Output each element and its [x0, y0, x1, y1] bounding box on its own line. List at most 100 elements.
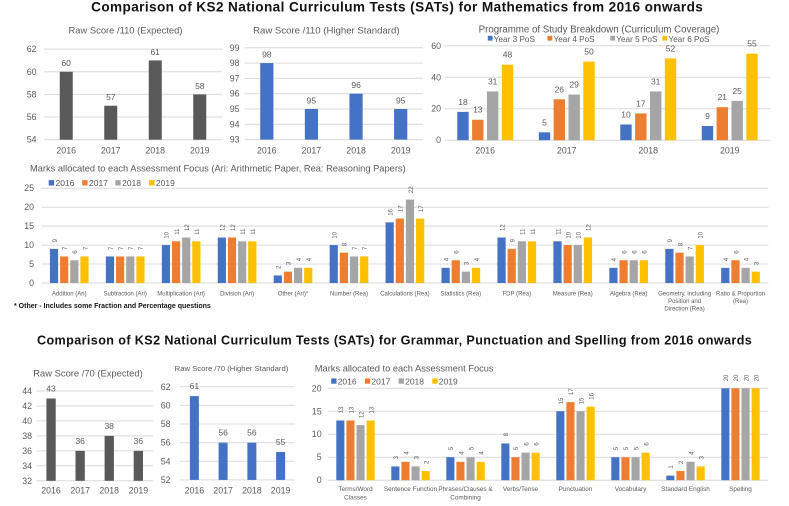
- svg-text:20: 20: [754, 374, 760, 381]
- svg-text:10: 10: [333, 231, 339, 238]
- svg-text:31: 31: [651, 76, 661, 86]
- svg-text:15: 15: [579, 397, 585, 404]
- svg-text:96: 96: [351, 80, 361, 90]
- svg-text:3: 3: [755, 261, 761, 265]
- svg-text:8: 8: [504, 432, 510, 436]
- svg-text:8: 8: [678, 242, 684, 246]
- svg-text:54: 54: [27, 135, 37, 145]
- svg-text:Other (Ari)*: Other (Ari)*: [278, 292, 309, 298]
- svg-text:11: 11: [195, 228, 201, 235]
- svg-text:5: 5: [514, 446, 520, 450]
- svg-text:4: 4: [404, 451, 410, 455]
- svg-text:2019: 2019: [271, 486, 291, 496]
- svg-text:Marks allocated to each Assess: Marks allocated to each Assessment Focus…: [30, 164, 406, 174]
- svg-text:10: 10: [165, 231, 171, 238]
- svg-text:Year 6 PoS: Year 6 PoS: [668, 35, 710, 44]
- svg-text:36: 36: [22, 446, 32, 456]
- svg-text:13: 13: [339, 406, 345, 413]
- svg-text:4: 4: [307, 257, 313, 261]
- svg-text:2017: 2017: [302, 146, 322, 156]
- svg-text:94: 94: [230, 119, 240, 129]
- svg-text:(Rea): (Rea): [733, 299, 748, 305]
- svg-text:Terms/Word: Terms/Word: [338, 486, 373, 493]
- svg-text:2017: 2017: [101, 146, 121, 156]
- svg-text:2017: 2017: [557, 146, 577, 156]
- svg-text:Spelling: Spelling: [729, 486, 752, 493]
- svg-text:11: 11: [251, 228, 257, 235]
- svg-text:2016: 2016: [56, 178, 75, 188]
- svg-text:17: 17: [636, 99, 646, 109]
- svg-text:9: 9: [53, 238, 59, 242]
- svg-text:17: 17: [399, 205, 405, 212]
- svg-text:60: 60: [27, 67, 37, 77]
- svg-text:Raw Score /110 (Expected): Raw Score /110 (Expected): [69, 25, 183, 36]
- svg-text:16: 16: [389, 208, 395, 215]
- svg-text:2016: 2016: [475, 146, 495, 156]
- svg-text:2016: 2016: [338, 376, 357, 386]
- svg-text:5: 5: [634, 446, 640, 450]
- svg-text:2017: 2017: [371, 376, 390, 386]
- svg-text:5: 5: [29, 259, 34, 269]
- svg-text:58: 58: [195, 81, 205, 91]
- svg-text:48: 48: [503, 50, 513, 60]
- svg-text:Classes: Classes: [344, 494, 367, 501]
- svg-text:13: 13: [473, 105, 483, 115]
- svg-text:Position and: Position and: [668, 299, 701, 305]
- svg-text:12: 12: [231, 224, 237, 231]
- svg-text:62: 62: [161, 382, 171, 392]
- svg-text:50: 50: [584, 47, 594, 57]
- svg-text:56: 56: [247, 428, 257, 438]
- svg-text:11: 11: [241, 228, 247, 235]
- svg-text:12: 12: [500, 224, 506, 231]
- svg-text:4: 4: [459, 451, 465, 455]
- svg-text:96: 96: [230, 89, 240, 99]
- svg-text:11: 11: [175, 228, 181, 235]
- svg-text:61: 61: [150, 47, 160, 57]
- svg-text:0: 0: [29, 278, 34, 288]
- svg-text:Phrases/Clauses &: Phrases/Clauses &: [438, 486, 493, 493]
- svg-text:62: 62: [27, 44, 37, 54]
- svg-text:17: 17: [569, 388, 575, 395]
- svg-text:Punctuation: Punctuation: [559, 486, 593, 493]
- svg-text:7: 7: [83, 246, 89, 250]
- svg-text:7: 7: [129, 246, 135, 250]
- svg-text:7: 7: [363, 246, 369, 250]
- svg-text:13: 13: [370, 406, 376, 413]
- svg-text:5: 5: [624, 446, 630, 450]
- svg-text:5: 5: [317, 452, 322, 462]
- svg-text:9: 9: [705, 111, 710, 121]
- svg-text:2019: 2019: [156, 178, 175, 188]
- svg-text:60: 60: [61, 58, 71, 68]
- svg-text:2018: 2018: [638, 146, 658, 156]
- svg-text:6: 6: [73, 250, 79, 254]
- svg-text:60: 60: [161, 400, 171, 410]
- svg-text:95: 95: [396, 96, 406, 106]
- svg-text:4: 4: [444, 257, 450, 261]
- svg-text:52: 52: [666, 43, 676, 53]
- svg-text:10: 10: [699, 231, 705, 238]
- svg-text:38: 38: [22, 431, 32, 441]
- svg-text:11: 11: [521, 228, 527, 235]
- svg-text:7: 7: [689, 246, 695, 250]
- svg-text:2018: 2018: [405, 376, 424, 386]
- svg-text:11: 11: [531, 228, 537, 235]
- svg-text:20: 20: [734, 374, 740, 381]
- svg-text:10: 10: [312, 429, 322, 439]
- svg-text:9: 9: [668, 238, 674, 242]
- svg-text:58: 58: [161, 419, 171, 429]
- svg-text:4: 4: [724, 257, 730, 261]
- svg-text:Combining: Combining: [450, 494, 481, 501]
- svg-text:2: 2: [425, 460, 431, 464]
- svg-text:40: 40: [431, 72, 441, 82]
- svg-text:2018: 2018: [99, 486, 119, 496]
- svg-text:15: 15: [24, 221, 34, 231]
- svg-text:29: 29: [569, 80, 579, 90]
- svg-text:2018: 2018: [346, 146, 366, 156]
- svg-text:2: 2: [277, 265, 283, 269]
- svg-text:4: 4: [475, 257, 481, 261]
- svg-text:4: 4: [612, 257, 618, 261]
- svg-text:8: 8: [343, 242, 349, 246]
- svg-text:17: 17: [419, 205, 425, 212]
- svg-text:1: 1: [669, 465, 675, 469]
- svg-text:Year 5 PoS: Year 5 PoS: [616, 35, 658, 44]
